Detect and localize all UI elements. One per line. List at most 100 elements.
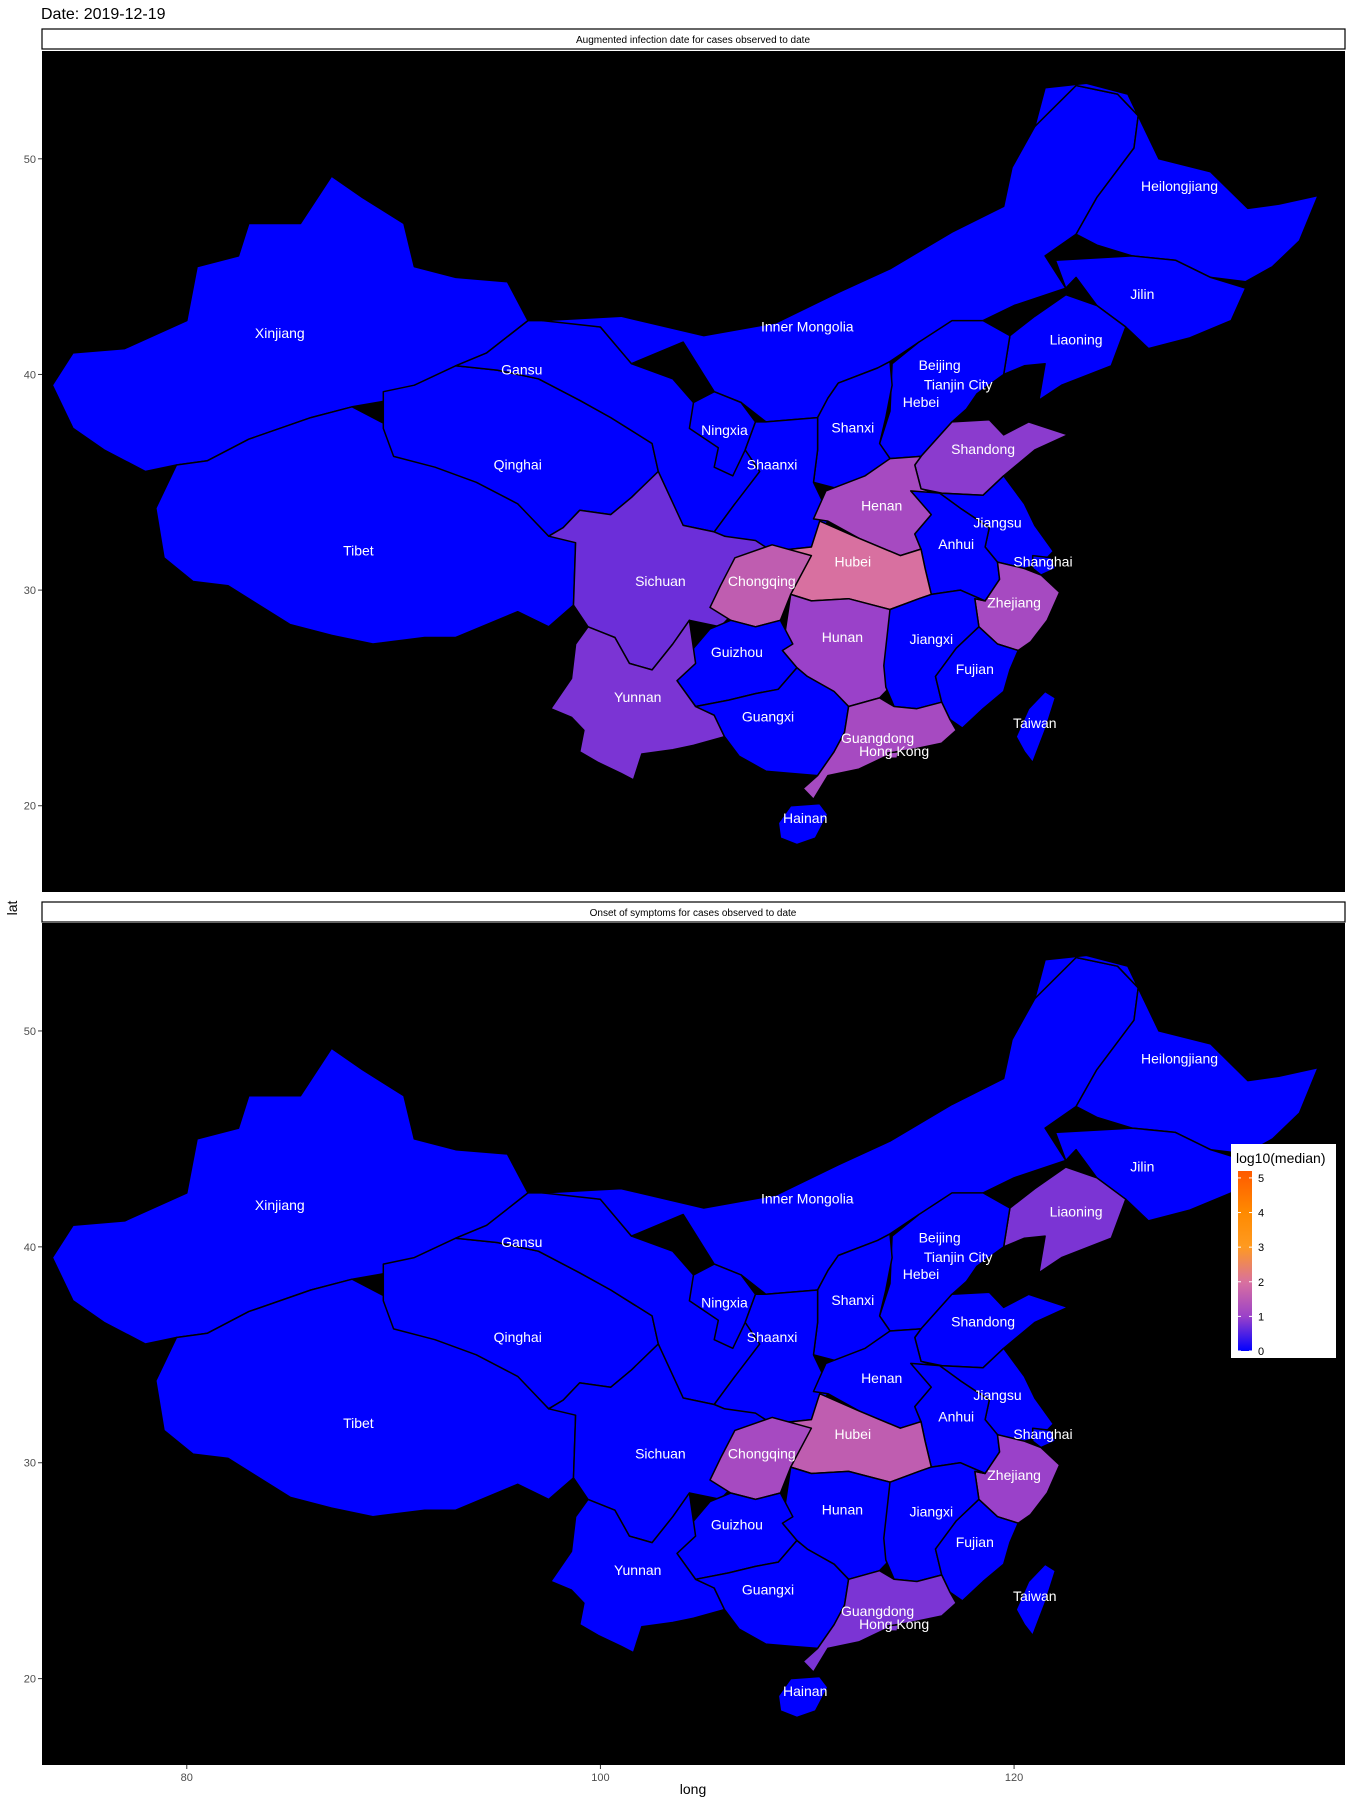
panel-1-regions: [51, 82, 1319, 846]
region-label-heilongjiang: Heilongjiang: [1141, 1050, 1218, 1066]
region-label-beijing: Beijing: [919, 1230, 961, 1246]
region-label-hainan: Hainan: [783, 1683, 827, 1699]
region-heilongjiang: [1034, 82, 1319, 283]
region-label-hainan: Hainan: [783, 810, 827, 826]
region-liaoning: [1002, 1166, 1127, 1274]
x-tick-label: 120: [1005, 1772, 1023, 1784]
region-label-hubei: Hubei: [835, 1426, 872, 1442]
panel-augmented-infection: Augmented infection date for cases obser…: [24, 28, 1346, 892]
region-label-shaanxi: Shaanxi: [747, 456, 798, 472]
panel-2-strip: [41, 901, 1346, 923]
region-guangdong: [802, 1569, 957, 1673]
region-label-hunan: Hunan: [822, 1502, 863, 1518]
region-taiwan: [1015, 690, 1057, 764]
region-label-ningxia: Ningxia: [701, 1294, 748, 1310]
region-label-shanxi: Shanxi: [831, 1292, 874, 1308]
region-label-henan: Henan: [861, 497, 902, 513]
region-label-jiangxi: Jiangxi: [910, 1504, 954, 1520]
panel-2-y-axis: 20 30 40 50: [24, 1026, 42, 1686]
y-tick-label: 20: [24, 1674, 36, 1686]
region-label-qinghai: Qinghai: [494, 456, 542, 472]
region-label-taiwan: Taiwan: [1013, 1588, 1057, 1604]
region-label-jiangxi: Jiangxi: [910, 631, 954, 647]
region-label-jilin: Jilin: [1130, 1158, 1154, 1174]
region-inner-mongolia: [541, 84, 1139, 423]
region-label-sichuan: Sichuan: [635, 1445, 686, 1461]
region-guangdong: [802, 697, 957, 801]
region-label-liaoning: Liaoning: [1050, 331, 1103, 347]
region-label-henan: Henan: [861, 1370, 902, 1386]
region-label-guangdong: Guangdong: [841, 730, 914, 746]
region-label-jiangsu: Jiangsu: [973, 515, 1021, 531]
x-axis-title: long: [680, 1781, 706, 1797]
region-label-hunan: Hunan: [822, 629, 863, 645]
legend-tick-label: 0: [1258, 1346, 1264, 1358]
region-inner-mongolia: [541, 956, 1139, 1296]
region-label-shanghai: Shanghai: [1013, 553, 1072, 569]
region-label-gansu: Gansu: [501, 362, 542, 378]
figure-title: Date: 2019-12-19: [41, 6, 166, 23]
y-tick-label: 40: [24, 1242, 36, 1254]
legend-tick-label: 1: [1258, 1311, 1264, 1323]
x-tick-label: 100: [591, 1772, 609, 1784]
x-axis: 80 100 120: [181, 1765, 1023, 1784]
legend-tick-label: 5: [1258, 1173, 1264, 1185]
region-label-ningxia: Ningxia: [701, 422, 748, 438]
legend-colorbar: [1238, 1171, 1252, 1351]
region-label-zhejiang: Zhejiang: [987, 594, 1041, 610]
region-label-guangdong: Guangdong: [841, 1603, 914, 1619]
legend-tick-label: 2: [1258, 1277, 1264, 1289]
region-label-guizhou: Guizhou: [711, 644, 763, 660]
region-label-yunnan: Yunnan: [614, 689, 662, 705]
region-label-hebei: Hebei: [903, 394, 940, 410]
region-label-anhui: Anhui: [938, 536, 974, 552]
panel-2-strip-label: Onset of symptoms for cases observed to …: [590, 908, 797, 919]
region-hong-kong: [887, 751, 900, 760]
region-label-xinjiang: Xinjiang: [255, 1197, 305, 1213]
region-label-jilin: Jilin: [1130, 286, 1154, 302]
panel-1-region-labels: Xinjiang Tibet Qinghai Gansu Inner Mongolia H…: [255, 178, 1218, 826]
y-tick-label: 40: [24, 369, 36, 381]
region-label-hong-kong: Hong Kong: [859, 743, 929, 759]
y-axis-title: lat: [4, 901, 20, 916]
region-label-tibet: Tibet: [343, 1415, 374, 1431]
region-label-inner-mongolia: Inner Mongolia: [761, 1191, 854, 1207]
region-label-gansu: Gansu: [501, 1234, 542, 1250]
region-label-guizhou: Guizhou: [711, 1517, 763, 1533]
region-taiwan: [1015, 1563, 1057, 1637]
panel-symptom-onset: Onset of symptoms for cases observed to …: [24, 901, 1346, 1765]
region-label-hong-kong: Hong Kong: [859, 1616, 929, 1632]
legend-tick-label: 4: [1258, 1208, 1264, 1220]
legend-title: log10(median): [1236, 1150, 1326, 1166]
region-label-hubei: Hubei: [835, 553, 872, 569]
y-tick-label: 50: [24, 1026, 36, 1038]
panel-1-strip: [41, 28, 1346, 50]
panel-2-regions: [51, 954, 1319, 1719]
y-tick-label: 50: [24, 154, 36, 166]
y-tick-label: 20: [24, 801, 36, 813]
region-label-shanghai: Shanghai: [1013, 1426, 1072, 1442]
x-tick-label: 80: [181, 1772, 193, 1784]
region-label-zhejiang: Zhejiang: [987, 1467, 1041, 1483]
region-label-taiwan: Taiwan: [1013, 715, 1057, 731]
region-label-inner-mongolia: Inner Mongolia: [761, 318, 854, 334]
region-label-shandong: Shandong: [951, 441, 1015, 457]
region-jilin: [1054, 255, 1247, 350]
region-label-jiangsu: Jiangsu: [973, 1387, 1021, 1403]
region-label-chongqing: Chongqing: [728, 1445, 796, 1461]
region-label-tianjin-city: Tianjin City: [924, 1249, 993, 1265]
region-label-shaanxi: Shaanxi: [747, 1329, 798, 1345]
legend-tick-label: 3: [1258, 1242, 1264, 1254]
y-tick-label: 30: [24, 585, 36, 597]
region-hong-kong: [887, 1623, 900, 1632]
region-hainan: [777, 802, 829, 846]
region-label-fujian: Fujian: [956, 1534, 994, 1550]
region-label-fujian: Fujian: [956, 661, 994, 677]
region-label-sichuan: Sichuan: [635, 573, 686, 589]
region-label-qinghai: Qinghai: [494, 1329, 542, 1345]
region-label-hebei: Hebei: [903, 1266, 940, 1282]
region-label-guangxi: Guangxi: [742, 709, 794, 725]
region-shanghai: [1031, 1427, 1057, 1449]
region-label-shandong: Shandong: [951, 1314, 1015, 1330]
panel-1-strip-label: Augmented infection date for cases obser…: [576, 35, 810, 46]
